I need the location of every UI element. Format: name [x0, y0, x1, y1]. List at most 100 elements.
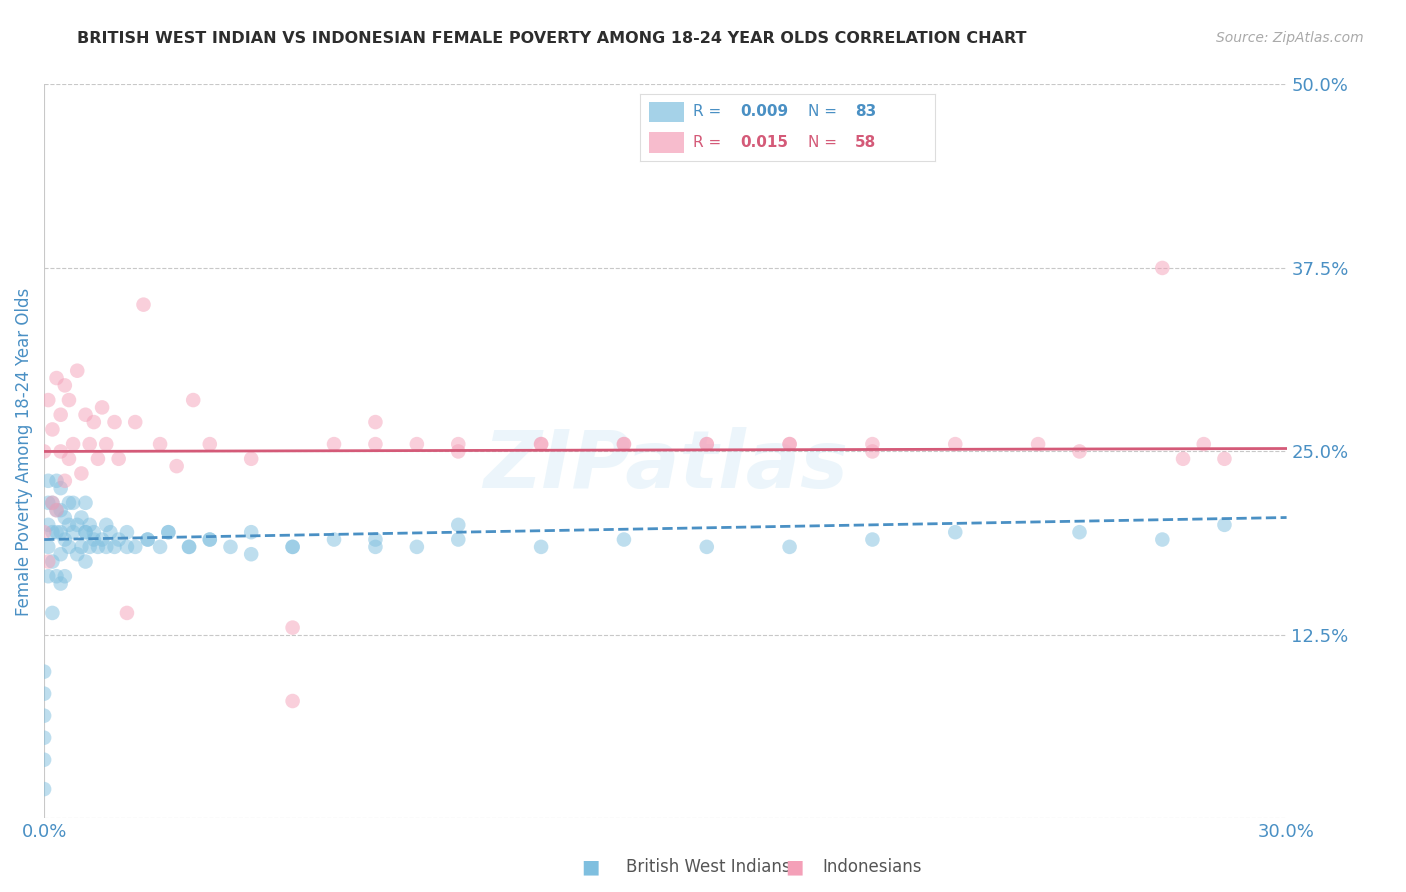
- Text: British West Indians: British West Indians: [626, 858, 790, 876]
- Point: [696, 437, 718, 451]
- Point: [62, 437, 84, 451]
- Point: [364, 533, 387, 547]
- Point: [157, 525, 180, 540]
- Point: [124, 415, 146, 429]
- Text: 0.015: 0.015: [740, 135, 789, 150]
- Point: [779, 437, 801, 451]
- Point: [530, 437, 553, 451]
- Point: [1069, 444, 1091, 458]
- Point: [66, 517, 89, 532]
- Point: [45, 569, 67, 583]
- Point: [103, 540, 125, 554]
- Point: [779, 540, 801, 554]
- Point: [91, 401, 114, 415]
- Point: [66, 364, 89, 378]
- Text: R =: R =: [693, 135, 725, 150]
- Point: [323, 533, 346, 547]
- Point: [49, 481, 72, 495]
- Point: [943, 437, 966, 451]
- Point: [96, 437, 118, 451]
- Point: [53, 474, 76, 488]
- Point: [132, 298, 155, 312]
- Point: [41, 606, 63, 620]
- Point: [219, 540, 242, 554]
- Point: [157, 525, 180, 540]
- Point: [83, 415, 105, 429]
- Point: [100, 525, 122, 540]
- Point: [115, 540, 138, 554]
- Point: [58, 496, 80, 510]
- FancyBboxPatch shape: [648, 132, 685, 153]
- Point: [136, 533, 159, 547]
- Point: [281, 540, 304, 554]
- Point: [41, 496, 63, 510]
- Point: [364, 437, 387, 451]
- Point: [49, 444, 72, 458]
- Point: [32, 444, 55, 458]
- Point: [613, 437, 636, 451]
- Point: [862, 437, 884, 451]
- Point: [91, 533, 114, 547]
- Point: [862, 444, 884, 458]
- Point: [96, 517, 118, 532]
- Point: [613, 437, 636, 451]
- Point: [107, 533, 129, 547]
- Point: [53, 510, 76, 524]
- Point: [447, 517, 470, 532]
- Point: [45, 503, 67, 517]
- Text: ■: ■: [785, 857, 804, 877]
- Point: [49, 547, 72, 561]
- Point: [58, 393, 80, 408]
- Point: [45, 371, 67, 385]
- Point: [53, 569, 76, 583]
- Point: [37, 393, 59, 408]
- Point: [32, 687, 55, 701]
- Point: [281, 621, 304, 635]
- Point: [103, 415, 125, 429]
- Text: N =: N =: [808, 135, 842, 150]
- Point: [240, 547, 263, 561]
- Point: [83, 525, 105, 540]
- Point: [405, 540, 427, 554]
- Point: [53, 533, 76, 547]
- Point: [49, 408, 72, 422]
- Point: [58, 517, 80, 532]
- Point: [45, 474, 67, 488]
- Point: [136, 533, 159, 547]
- Point: [779, 437, 801, 451]
- Point: [58, 540, 80, 554]
- Point: [32, 708, 55, 723]
- Point: [696, 437, 718, 451]
- Point: [37, 517, 59, 532]
- Point: [364, 415, 387, 429]
- Point: [49, 503, 72, 517]
- Point: [862, 533, 884, 547]
- Text: Indonesians: Indonesians: [823, 858, 922, 876]
- Point: [37, 555, 59, 569]
- Point: [32, 525, 55, 540]
- Point: [32, 665, 55, 679]
- Point: [281, 694, 304, 708]
- Point: [62, 525, 84, 540]
- Point: [37, 540, 59, 554]
- Point: [447, 533, 470, 547]
- Point: [45, 503, 67, 517]
- Text: 58: 58: [855, 135, 876, 150]
- Point: [181, 393, 204, 408]
- Point: [75, 525, 97, 540]
- Text: ZIPatlas: ZIPatlas: [482, 427, 848, 505]
- Point: [115, 606, 138, 620]
- Point: [87, 540, 110, 554]
- Text: BRITISH WEST INDIAN VS INDONESIAN FEMALE POVERTY AMONG 18-24 YEAR OLDS CORRELATI: BRITISH WEST INDIAN VS INDONESIAN FEMALE…: [77, 31, 1026, 46]
- Y-axis label: Female Poverty Among 18-24 Year Olds: Female Poverty Among 18-24 Year Olds: [15, 287, 32, 615]
- Point: [149, 437, 172, 451]
- Point: [166, 459, 188, 474]
- Point: [41, 496, 63, 510]
- Point: [405, 437, 427, 451]
- Point: [75, 408, 97, 422]
- Point: [198, 437, 221, 451]
- Point: [66, 547, 89, 561]
- Point: [87, 451, 110, 466]
- Point: [1069, 525, 1091, 540]
- Point: [115, 525, 138, 540]
